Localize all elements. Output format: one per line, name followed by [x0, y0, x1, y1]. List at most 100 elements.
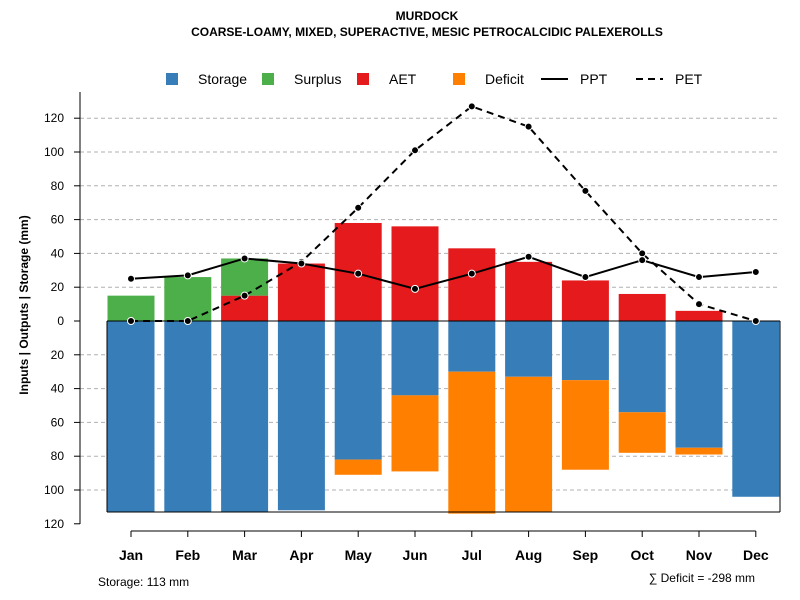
y-tick-label: 40 [51, 382, 65, 396]
ppt-point [467, 269, 476, 278]
series-lines [127, 102, 760, 325]
pet-point [581, 186, 590, 195]
storage-note: Storage: 113 mm [98, 575, 189, 589]
pet-point [127, 317, 135, 325]
y-tick-label: 100 [44, 145, 64, 159]
ppt-point [751, 267, 760, 276]
legend-label: PET [675, 71, 703, 87]
deficit-bar [391, 395, 439, 472]
pet-point [183, 317, 192, 325]
ppt-point [127, 274, 135, 283]
pet-point [524, 122, 533, 131]
legend-label: PPT [580, 71, 608, 87]
legend-swatch [262, 73, 274, 85]
storage-bar [732, 321, 780, 497]
y-tick-label: 60 [51, 415, 65, 429]
chart-subtitle: COARSE-LOAMY, MIXED, SUPERACTIVE, MESIC … [191, 25, 663, 39]
pet-point [695, 300, 703, 309]
x-tick-label: Feb [175, 547, 200, 563]
y-tick-label: 120 [44, 517, 64, 531]
y-tick-label: 20 [51, 348, 65, 362]
pet-point [751, 317, 760, 325]
ppt-point [240, 254, 249, 263]
x-tick-label: Dec [743, 547, 769, 563]
aet-bar [505, 261, 553, 321]
storage-bar [505, 321, 553, 377]
storage-bar [164, 321, 212, 512]
deficit-bar [561, 380, 609, 470]
ppt-point [638, 256, 647, 265]
y-tick-label: 60 [51, 213, 65, 227]
x-tick-label: Mar [232, 547, 257, 563]
aet-bar [618, 293, 666, 321]
aet-bar [221, 295, 269, 321]
legend-label: AET [389, 71, 417, 87]
x-tick-label: Sep [573, 547, 599, 563]
x-tick-label: Jun [403, 547, 428, 563]
surplus-bar [107, 295, 155, 321]
aet-bar [675, 310, 723, 321]
x-tick-label: Jul [462, 547, 482, 563]
surplus-bar [221, 258, 269, 296]
ppt-point [297, 259, 306, 268]
legend-swatch [166, 73, 178, 85]
storage-bar [448, 321, 496, 372]
legend-swatch [357, 73, 369, 85]
ppt-point [354, 269, 363, 278]
y-tick-label: 80 [51, 179, 65, 193]
storage-bar [277, 321, 325, 511]
legend-label: Surplus [294, 71, 341, 87]
bars-group [107, 222, 780, 514]
x-tick-label: Jan [119, 547, 143, 563]
legend: Storage Surplus AET Deficit PPT PET [166, 71, 703, 87]
deficit-bar [505, 376, 553, 512]
storage-bar [561, 321, 609, 381]
y-tick-label: 0 [57, 314, 64, 328]
ppt-point [695, 273, 703, 282]
legend-label: Deficit [485, 71, 524, 87]
pet-point [638, 249, 647, 258]
ppt-point [411, 284, 419, 293]
pet-point [411, 146, 419, 155]
ppt-point [524, 252, 533, 261]
x-tick-label: Aug [515, 547, 542, 563]
storage-bar [221, 321, 269, 512]
deficit-bar [334, 459, 382, 475]
aet-bar [391, 226, 439, 321]
deficit-note: ∑ Deficit = -298 mm [649, 571, 755, 585]
storage-bar [618, 321, 666, 413]
deficit-bar [675, 447, 723, 455]
y-tick-label: 120 [44, 111, 64, 125]
aet-bar [448, 248, 496, 321]
deficit-bar [618, 412, 666, 453]
x-tick-label: Apr [289, 547, 314, 563]
storage-bar [334, 321, 382, 460]
y-axis-label: Inputs | Outputs | Storage (mm) [17, 215, 31, 394]
deficit-bar [448, 371, 496, 514]
pet-point [467, 102, 476, 111]
aet-bar [277, 263, 325, 321]
ppt-point [581, 273, 590, 282]
storage-bar [675, 321, 723, 448]
storage-bar [391, 321, 439, 396]
ppt-point [183, 271, 192, 280]
chart-title: MURDOCK [396, 9, 459, 23]
x-tick-label: Oct [631, 547, 655, 563]
legend-swatch [453, 73, 465, 85]
chart-frame [106, 320, 781, 513]
aet-bar [561, 280, 609, 321]
x-tick-label: Nov [686, 547, 713, 563]
x-tick-label: May [345, 547, 372, 563]
legend-label: Storage [198, 71, 247, 87]
ppt-line [130, 255, 756, 290]
y-tick-label: 20 [51, 280, 65, 294]
y-tick-label: 80 [51, 449, 65, 463]
y-tick-label: 40 [51, 246, 65, 260]
y-tick-label: 100 [44, 483, 64, 497]
storage-bar [107, 321, 155, 512]
pet-point [354, 203, 363, 212]
pet-line [131, 105, 757, 322]
pet-point [240, 291, 249, 300]
axes: 120 100 80 60 40 20 0 20 40 60 80 100 120 Jan Feb Mar Ap… [44, 92, 769, 563]
